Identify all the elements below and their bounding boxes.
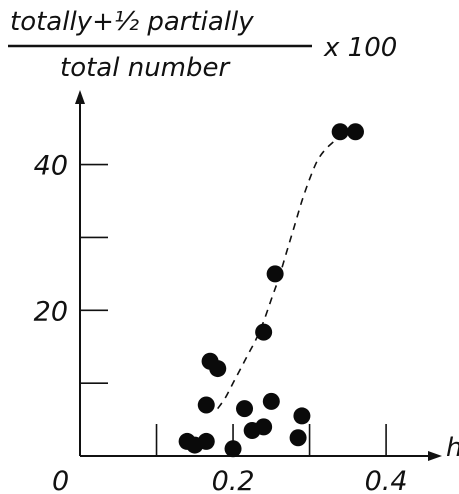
y-axis-arrow [75,90,85,104]
data-points [178,123,364,458]
data-point [197,396,215,414]
y-label-multiplier: x 100 [323,33,397,63]
data-point [236,400,254,418]
y-label-numerator: totally+½ partially [10,7,254,37]
data-point [197,432,215,450]
data-point [346,123,364,141]
y-tick-label: 20 [34,296,68,327]
x-tick-label: 0.4 [365,466,408,494]
origin-label: 0 [52,466,69,494]
x-tick-labels: 0.2 0.4 [212,466,408,494]
x-axis-arrow [428,451,442,461]
y-axis-label: totally+½ partially total number x 100 [8,7,397,83]
data-point [262,392,280,410]
data-point [255,418,273,436]
data-point [331,123,349,141]
x-axis-label: h [446,433,459,463]
y-label-denominator: total number [60,53,232,83]
data-point [224,440,242,458]
x-tick-label: 0.2 [212,466,255,494]
data-point [255,323,273,341]
data-point [266,265,284,283]
fit-curve [217,130,356,410]
data-point [289,429,307,447]
data-point [293,407,311,425]
y-tick-label: 40 [34,151,68,182]
y-ticks [80,163,108,384]
data-point [209,360,227,378]
